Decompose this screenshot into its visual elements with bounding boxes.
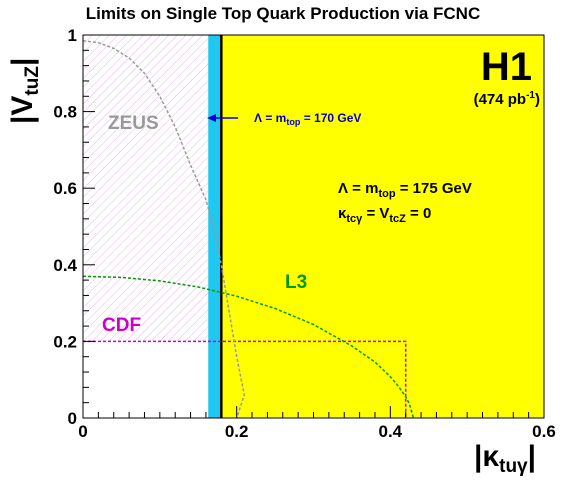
- lambda-170-arrow: [207, 114, 238, 122]
- svg-text:|VtuZ|: |VtuZ|: [6, 58, 43, 124]
- plot-area: [82, 34, 545, 419]
- lambda-175-annotation: Λ = mtop = 175 GeV: [338, 180, 472, 200]
- chart-title: Limits on Single Top Quark Production vi…: [86, 4, 481, 23]
- y-tick-label: 0.6: [53, 179, 77, 198]
- axis-ticks: 0 0.2 0.4 0.6 0 0.2 0.4 0.6 0.8 1: [53, 26, 555, 441]
- experiment-label: H1: [481, 45, 532, 89]
- cdf-label: CDF: [102, 315, 141, 336]
- x-tick-label: 0.6: [532, 422, 556, 441]
- svg-text:|κtuγ|: |κtuγ|: [474, 440, 536, 477]
- y-axis-label: |VtuZ|: [6, 58, 43, 124]
- x-axis-label: |κtuγ|: [474, 440, 536, 477]
- cdf-limit-line: [83, 340, 407, 418]
- y-tick-label: 1: [68, 26, 77, 45]
- hatched-region: [83, 35, 209, 342]
- kappa-condition-annotation: κtcγ = VtcZ = 0: [338, 205, 431, 225]
- luminosity-label: (474 pb-1): [474, 90, 540, 108]
- zeus-limit-curve: [82, 39, 246, 419]
- y-tick-label: 0.2: [53, 332, 77, 351]
- x-tick-label: 0.4: [379, 422, 403, 441]
- x-tick-label: 0.2: [225, 422, 249, 441]
- x-tick-label: 0: [78, 422, 87, 441]
- zeus-label: ZEUS: [108, 113, 159, 134]
- y-tick-label: 0.4: [53, 256, 77, 275]
- h1-excluded-region: [221, 35, 545, 418]
- lambda-170-label: Λ = mtop = 170 GeV: [254, 111, 361, 127]
- l3-label: L3: [285, 272, 307, 293]
- lambda-170-band: [208, 35, 222, 418]
- arrow-head-icon: [207, 114, 216, 122]
- y-tick-label: 0.8: [53, 103, 77, 122]
- y-tick-label: 0: [68, 409, 77, 428]
